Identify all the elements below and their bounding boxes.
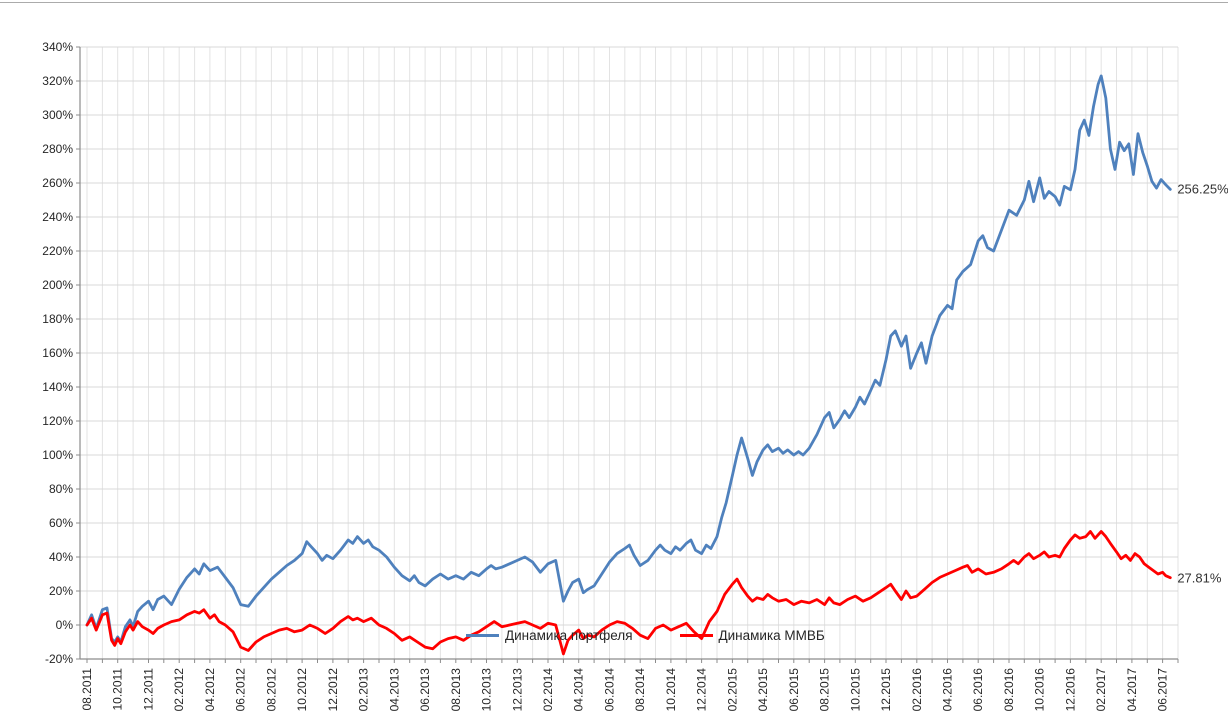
x-tick-label: 10.2013 bbox=[480, 668, 494, 712]
x-tick-label: 06.2013 bbox=[418, 668, 432, 712]
y-tick-label: 140% bbox=[42, 380, 73, 394]
x-tick-label: 02.2017 bbox=[1094, 668, 1108, 712]
x-tick-label: 08.2011 bbox=[80, 668, 94, 711]
portfolio-end-value-label: 256.25% bbox=[1177, 181, 1228, 197]
legend-label-micex: Динамика ММВБ bbox=[718, 628, 825, 643]
x-tick-label: 02.2016 bbox=[910, 668, 924, 712]
micex-line-swatch bbox=[679, 634, 713, 637]
x-tick-label: 10.2016 bbox=[1033, 668, 1047, 712]
x-tick-label: 04.2014 bbox=[572, 668, 586, 712]
x-tick-label: 06.2017 bbox=[1156, 668, 1170, 712]
y-tick-label: 260% bbox=[42, 176, 73, 190]
micex-line[interactable] bbox=[85, 530, 1172, 656]
x-tick-label: 08.2013 bbox=[449, 668, 463, 712]
y-tick-label: 0% bbox=[56, 618, 74, 632]
x-tick-label: 06.2016 bbox=[971, 668, 985, 712]
x-tick-label: 12.2011 bbox=[141, 668, 155, 711]
x-tick-label: 02.2012 bbox=[172, 668, 186, 712]
portfolio-line-swatch bbox=[466, 634, 499, 637]
y-tick-label: 40% bbox=[49, 550, 73, 564]
x-tick-label: 12.2015 bbox=[879, 668, 893, 712]
x-tick-label: 12.2012 bbox=[326, 668, 340, 712]
y-tick-label: -20% bbox=[45, 652, 73, 666]
x-tick-label: 12.2013 bbox=[510, 668, 524, 712]
x-tick-label: 10.2014 bbox=[664, 668, 678, 712]
x-tick-label: 04.2015 bbox=[756, 668, 770, 712]
x-tick-label: 06.2014 bbox=[602, 668, 616, 712]
y-tick-label: 120% bbox=[42, 414, 73, 428]
x-tick-label: 10.2015 bbox=[848, 668, 862, 712]
y-tick-label: 340% bbox=[42, 40, 73, 54]
y-tick-label: 100% bbox=[42, 448, 73, 462]
x-tick-label: 12.2016 bbox=[1063, 668, 1077, 712]
legend-label-portfolio: Динамика портфеля bbox=[505, 628, 633, 643]
x-tick-label: 02.2013 bbox=[357, 668, 371, 712]
x-tick-label: 06.2012 bbox=[234, 668, 248, 712]
legend-item-micex[interactable]: Динамика ММВБ bbox=[679, 628, 825, 643]
x-tick-label: 04.2017 bbox=[1125, 668, 1139, 712]
y-tick-label: 200% bbox=[42, 278, 73, 292]
x-tick-label: 12.2014 bbox=[695, 668, 709, 712]
x-tick-label: 08.2012 bbox=[264, 668, 278, 712]
y-tick-label: 20% bbox=[49, 584, 73, 598]
y-axis-labels: -20% 0% 20% 40% 60% 80% 100% 120% 140% 160% 180% 20… bbox=[42, 40, 73, 666]
y-tick-label: 240% bbox=[42, 210, 73, 224]
x-tick-label: 06.2015 bbox=[787, 668, 801, 712]
x-tick-label: 04.2016 bbox=[941, 668, 955, 712]
y-tick-label: 280% bbox=[42, 142, 73, 156]
portfolio-line[interactable] bbox=[85, 74, 1172, 644]
x-tick-label: 08.2014 bbox=[633, 668, 647, 712]
x-tick-label: 04.2012 bbox=[203, 668, 217, 712]
x-tick-label: 10.2011 bbox=[111, 668, 125, 711]
y-tick-label: 60% bbox=[49, 516, 73, 530]
micex-end-value-label: 27.81% bbox=[1177, 570, 1222, 586]
x-axis-labels: 08.2011 10.2011 12.2011 02.2012 04.2012 06.20… bbox=[80, 668, 1170, 712]
y-tick-label: 320% bbox=[42, 74, 73, 88]
y-tick-label: 180% bbox=[42, 312, 73, 326]
axes bbox=[76, 46, 1179, 663]
legend-item-portfolio[interactable]: Динамика портфеля bbox=[466, 628, 633, 643]
y-tick-label: 300% bbox=[42, 108, 73, 122]
y-tick-label: 80% bbox=[49, 482, 73, 496]
y-tick-label: 220% bbox=[42, 244, 73, 258]
x-tick-label: 10.2012 bbox=[295, 668, 309, 712]
x-tick-label: 04.2013 bbox=[387, 668, 401, 712]
chart-legend: Динамика портфеля Динамика ММВБ bbox=[466, 628, 825, 643]
x-tick-label: 02.2015 bbox=[725, 668, 739, 712]
x-tick-label: 02.2014 bbox=[541, 668, 555, 712]
horizontal-gridlines bbox=[80, 46, 1178, 660]
y-tick-label: 160% bbox=[42, 346, 73, 360]
x-tick-label: 08.2016 bbox=[1002, 668, 1016, 712]
x-tick-label: 08.2015 bbox=[818, 668, 832, 712]
